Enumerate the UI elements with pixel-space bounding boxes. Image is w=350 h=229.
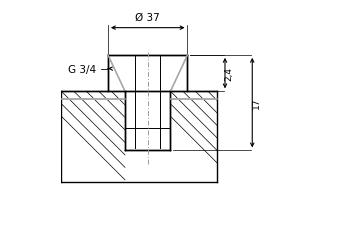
Text: Ø 37: Ø 37: [135, 13, 160, 23]
Polygon shape: [108, 56, 188, 92]
Text: 2,4: 2,4: [225, 67, 233, 81]
Text: 17: 17: [252, 98, 261, 109]
Polygon shape: [61, 92, 217, 182]
Polygon shape: [125, 92, 170, 151]
Text: G 3/4: G 3/4: [68, 64, 96, 74]
